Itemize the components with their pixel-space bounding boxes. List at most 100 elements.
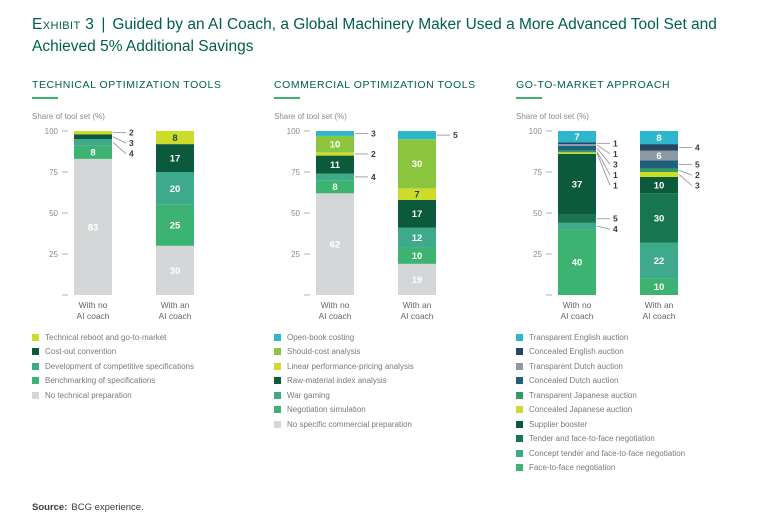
bar-segment bbox=[558, 144, 596, 146]
callout-value-label: 4 bbox=[129, 149, 134, 159]
segment-value-label: 11 bbox=[330, 160, 341, 171]
legend-label: No specific commercial preparation bbox=[287, 419, 412, 429]
legend-label: Supplier booster bbox=[529, 419, 588, 429]
callout-leader-line bbox=[596, 152, 611, 186]
x-category-label: With no bbox=[79, 300, 108, 310]
legend-label: Transparent Dutch auction bbox=[529, 361, 623, 371]
legend-item: War gaming bbox=[274, 391, 492, 401]
legend-label: Concept tender and face-to-face negotiat… bbox=[529, 448, 686, 458]
bar-segment bbox=[398, 227, 436, 248]
legend-item: Technical reboot and go-to-market bbox=[32, 333, 250, 343]
segment-value-label: 8 bbox=[332, 182, 337, 193]
legend-item: No technical preparation bbox=[32, 391, 250, 401]
callout-leader-line bbox=[678, 174, 693, 186]
y-tick-label: 50 bbox=[533, 209, 542, 218]
legend-item: Tender and face-to-face negotiation bbox=[516, 434, 734, 444]
legend-item: Concept tender and face-to-face negotiat… bbox=[516, 449, 734, 459]
legend-label: Development of competitive specification… bbox=[45, 361, 194, 371]
bar-segment bbox=[316, 193, 354, 295]
legend-swatch bbox=[32, 377, 39, 385]
segment-value-label: 30 bbox=[412, 159, 423, 170]
bar-segment bbox=[640, 150, 678, 161]
segment-value-label: 6 bbox=[656, 151, 661, 162]
legend-label: Raw-material index analysis bbox=[287, 376, 387, 386]
callout-value-label: 1 bbox=[613, 149, 618, 159]
bar-segment bbox=[156, 245, 194, 295]
legend-label: Should-cost analysis bbox=[287, 347, 361, 357]
segment-value-label: 19 bbox=[412, 275, 423, 286]
x-category-label: AI coach bbox=[158, 311, 191, 321]
bar-segment bbox=[316, 173, 354, 181]
y-tick-label: 100 bbox=[529, 127, 543, 136]
callout-value-label: 2 bbox=[129, 128, 134, 138]
callout-leader-line bbox=[596, 147, 611, 165]
legend-item: Development of competitive specification… bbox=[32, 362, 250, 372]
x-category-label: With an bbox=[161, 300, 190, 310]
legend-swatch bbox=[516, 333, 523, 341]
bar-segment bbox=[640, 242, 678, 279]
x-category-label: With no bbox=[563, 300, 592, 310]
bar-segment bbox=[398, 247, 436, 264]
legend-label: Open-book costing bbox=[287, 332, 355, 342]
y-tick-label: 50 bbox=[49, 209, 58, 218]
callout-value-label: 3 bbox=[613, 159, 618, 169]
bar-segment bbox=[640, 171, 678, 177]
legend-item: Transparent English auction bbox=[516, 333, 734, 343]
segment-value-label: 30 bbox=[654, 213, 665, 224]
panel-technical-optimization-tools: TECHNICAL OPTIMIZATION TOOLS Share of to… bbox=[32, 79, 250, 478]
legend-swatch bbox=[274, 348, 281, 356]
callout-leader-line bbox=[678, 169, 693, 176]
bar-segment bbox=[316, 180, 354, 194]
legend-swatch bbox=[274, 377, 281, 385]
callout-value-label: 5 bbox=[613, 214, 618, 224]
callout-value-label: 4 bbox=[613, 224, 618, 234]
callout-value-label: 4 bbox=[371, 172, 376, 182]
legend-item: Transparent Dutch auction bbox=[516, 362, 734, 372]
x-category-label: With no bbox=[321, 300, 350, 310]
callout-value-label: 3 bbox=[129, 138, 134, 148]
legend-label: No technical preparation bbox=[45, 390, 132, 400]
y-tick-label: 75 bbox=[533, 168, 542, 177]
segment-value-label: 17 bbox=[412, 209, 423, 220]
y-axis-note: Share of tool set (%) bbox=[274, 111, 347, 121]
legend-swatch bbox=[32, 333, 39, 341]
callout-leader-line bbox=[112, 142, 127, 154]
segment-value-label: 7 bbox=[574, 132, 579, 143]
segment-value-label: 25 bbox=[170, 221, 181, 232]
bar-segment bbox=[640, 278, 678, 295]
legend-item: Supplier booster bbox=[516, 420, 734, 430]
panel-accent-rule bbox=[274, 96, 300, 99]
callout-leader-line bbox=[112, 136, 127, 144]
callout-leader-line bbox=[596, 151, 611, 175]
bar-segment bbox=[398, 130, 436, 140]
y-tick-label: 25 bbox=[291, 250, 300, 259]
bar-segment bbox=[74, 158, 112, 295]
segment-value-label: 10 bbox=[330, 139, 341, 150]
exhibit-title: Exhibit 3 | Guided by an AI Coach, a Globa… bbox=[32, 14, 736, 59]
bar-segment bbox=[398, 199, 436, 228]
chart-panels: TECHNICAL OPTIMIZATION TOOLS Share of to… bbox=[32, 79, 736, 478]
legend-item: Should-cost analysis bbox=[274, 347, 492, 357]
legend-label: Tender and face-to-face negotiation bbox=[529, 434, 655, 444]
bar-segment bbox=[316, 135, 354, 153]
x-category-label: AI coach bbox=[76, 311, 109, 321]
bar-segment bbox=[156, 130, 194, 145]
segment-value-label: 83 bbox=[88, 222, 99, 233]
legend-label: Benchmarking of specifications bbox=[45, 376, 156, 386]
legend-label: Technical reboot and go-to-market bbox=[45, 332, 167, 342]
exhibit-title-text: Guided by an AI Coach, a Global Machiner… bbox=[32, 16, 717, 56]
legend-item: Cost-out convention bbox=[32, 347, 250, 357]
segment-value-label: 62 bbox=[330, 239, 341, 250]
segment-value-label: 10 bbox=[412, 251, 423, 262]
bar-segment bbox=[74, 139, 112, 146]
bar-segment bbox=[316, 155, 354, 174]
x-category-label: AI coach bbox=[400, 311, 433, 321]
panel-title: TECHNICAL OPTIMIZATION TOOLS bbox=[32, 78, 222, 91]
segment-value-label: 20 bbox=[170, 184, 181, 195]
x-category-label: With an bbox=[645, 300, 674, 310]
segment-value-label: 10 bbox=[654, 180, 665, 191]
bar-segment bbox=[558, 152, 596, 154]
legend-label: War gaming bbox=[287, 390, 330, 400]
legend-swatch bbox=[274, 362, 281, 370]
callout-value-label: 2 bbox=[695, 170, 700, 180]
